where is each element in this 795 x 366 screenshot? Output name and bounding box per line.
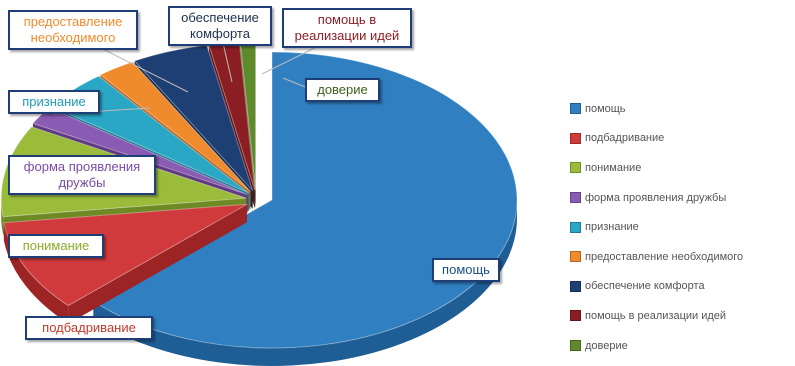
legend-label: понимание bbox=[585, 161, 642, 174]
legend-item: доверие bbox=[570, 331, 792, 361]
pie-slice-wall bbox=[1, 198, 4, 235]
pie-slice-wall bbox=[3, 222, 69, 324]
legend-label: доверие bbox=[585, 339, 628, 352]
callout-label: доверие bbox=[305, 78, 380, 102]
legend-item: понимание bbox=[570, 153, 792, 183]
callout-label: предоставление необходимого bbox=[8, 10, 138, 50]
legend-swatch bbox=[570, 340, 581, 352]
legend-item: помощь bbox=[570, 94, 792, 124]
legend-item: предоставление необходимого bbox=[570, 242, 792, 272]
legend-label: форма проявления дружбы bbox=[585, 191, 727, 204]
chart-legend: помощь подбадривание понимание форма проявл… bbox=[570, 94, 792, 360]
legend-swatch bbox=[570, 251, 581, 263]
legend-item: признание bbox=[570, 212, 792, 242]
legend-swatch bbox=[570, 103, 581, 115]
legend-swatch bbox=[570, 162, 581, 174]
callout-label: признание bbox=[8, 90, 100, 114]
legend-swatch bbox=[570, 192, 581, 204]
legend-label: предоставление необходимого bbox=[585, 250, 744, 263]
legend-label: помощь в реализации идей bbox=[585, 309, 727, 322]
callout-label: подбадривание bbox=[25, 316, 153, 340]
callout-label: обеспечение комфорта bbox=[168, 6, 272, 46]
legend-swatch bbox=[570, 221, 581, 233]
pie-slice-wall bbox=[93, 200, 518, 366]
callout-label: понимание bbox=[8, 234, 104, 258]
legend-label: подбадривание bbox=[585, 132, 665, 145]
pie-slice bbox=[3, 203, 248, 307]
callout-label: помощь в реализации идей bbox=[282, 8, 412, 48]
pie-slice-side bbox=[68, 204, 247, 324]
legend-swatch bbox=[570, 310, 581, 322]
legend-label: признание bbox=[585, 221, 639, 234]
legend-swatch bbox=[570, 132, 581, 144]
legend-item: помощь в реализации идей bbox=[570, 301, 792, 331]
callout-label: форма проявления дружбы bbox=[8, 155, 156, 195]
pie-slice bbox=[99, 61, 251, 193]
legend-label: обеспечение комфорта bbox=[585, 280, 705, 293]
legend-item: форма проявления дружбы bbox=[570, 183, 792, 213]
legend-swatch bbox=[570, 280, 581, 292]
legend-item: подбадривание bbox=[570, 124, 792, 154]
callout-label: помощь bbox=[432, 258, 500, 282]
legend-label: помощь bbox=[585, 102, 626, 115]
legend-item: обеспечение комфорта bbox=[570, 272, 792, 302]
